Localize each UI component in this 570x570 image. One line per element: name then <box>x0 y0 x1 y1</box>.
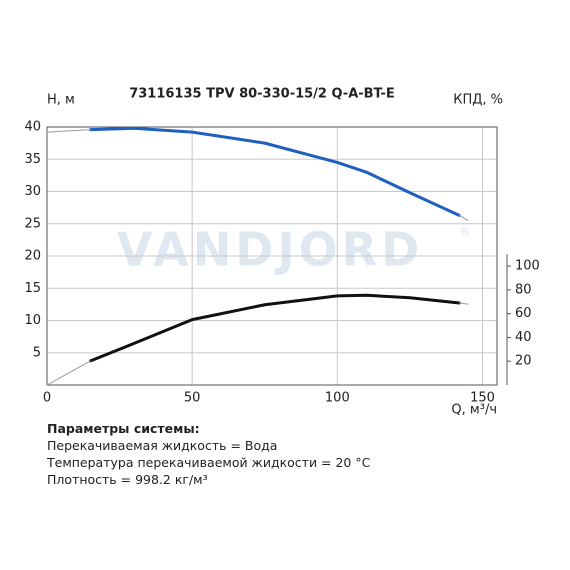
x-tick-label: 0 <box>43 391 51 406</box>
series-line <box>458 302 469 305</box>
y2-axis-label: КПД, % <box>453 93 503 108</box>
series-line <box>46 129 92 133</box>
series-line <box>89 293 461 363</box>
parameters-heading: Параметры системы: <box>47 421 200 436</box>
y2-tick-label: 80 <box>515 282 532 297</box>
y-tick-label: 35 <box>24 152 41 167</box>
x-tick-label: 50 <box>184 391 201 406</box>
y-tick-label: 25 <box>24 216 41 231</box>
y-tick-label: 5 <box>33 345 41 360</box>
parameter-line: Температура перекачиваемой жидкости = 20… <box>47 455 371 470</box>
parameter-line: Перекачиваемая жидкость = Вода <box>47 438 278 453</box>
y-axis-label: H, м <box>47 93 75 108</box>
parameter-line: Плотность = 998.2 кг/м³ <box>47 472 208 487</box>
y2-tick-label: 40 <box>515 330 532 345</box>
y2-tick-label: 60 <box>515 306 532 321</box>
y2-tick-label: 100 <box>515 259 540 274</box>
y-tick-label: 10 <box>24 313 41 328</box>
plot-frame <box>46 126 498 386</box>
parameters: Параметры системы: Перекачиваемая жидкос… <box>47 420 370 488</box>
y-tick-label: 30 <box>24 184 41 199</box>
y-tick-label: 15 <box>24 281 41 296</box>
series-line <box>458 214 469 222</box>
y2-tick-label: 20 <box>515 354 532 369</box>
chart-title: 73116135 TPV 80-330-15/2 Q-A-BT-E <box>129 87 395 102</box>
chart: 73116135 TPV 80-330-15/2 Q-A-BT-E H, м К… <box>24 87 540 418</box>
x-tick-label: 150 <box>470 391 495 406</box>
series-line <box>89 126 461 217</box>
y-tick-label: 20 <box>24 249 41 264</box>
x-axis-label: Q, м³/ч <box>451 403 497 418</box>
watermark: VANDJORD <box>117 223 424 277</box>
x-tick-label: 100 <box>325 391 350 406</box>
series-line <box>46 360 92 386</box>
y-tick-label: 40 <box>24 120 41 135</box>
watermark-mark: ® <box>459 225 471 239</box>
